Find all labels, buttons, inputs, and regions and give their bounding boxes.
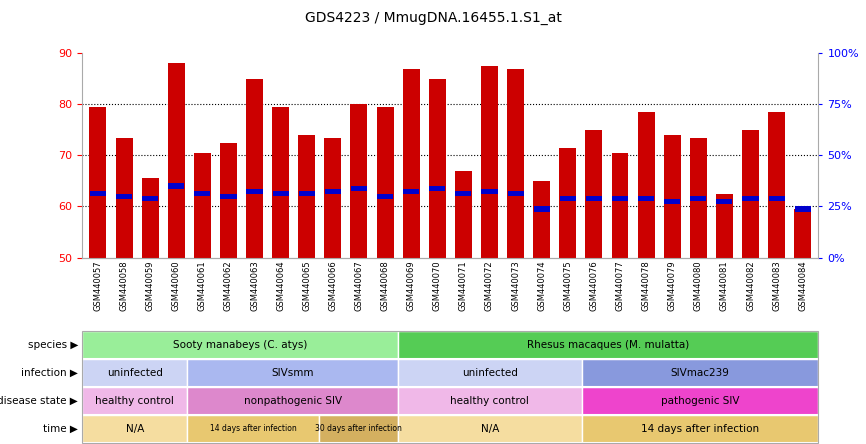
Bar	[194, 191, 210, 196]
Bar	[794, 209, 811, 258]
Bar	[168, 183, 184, 189]
Bar	[690, 196, 707, 201]
Bar	[272, 107, 289, 258]
Bar	[298, 135, 315, 258]
Bar	[142, 178, 158, 258]
Bar	[559, 196, 576, 201]
Text: SIVsmm: SIVsmm	[271, 368, 313, 378]
Bar	[716, 194, 733, 258]
Text: Rhesus macaques (M. mulatta): Rhesus macaques (M. mulatta)	[527, 340, 689, 350]
Bar	[768, 112, 785, 258]
Bar	[716, 199, 733, 204]
Bar	[403, 189, 419, 194]
Bar	[377, 194, 393, 199]
Bar	[481, 189, 498, 194]
Bar	[455, 171, 472, 258]
Bar	[637, 112, 655, 258]
Bar	[742, 196, 759, 201]
Bar	[481, 66, 498, 258]
Text: N/A: N/A	[481, 424, 499, 434]
Bar	[533, 206, 550, 212]
Text: healthy control: healthy control	[95, 396, 174, 406]
Bar	[795, 206, 811, 212]
Bar	[194, 153, 210, 258]
Bar	[664, 199, 681, 204]
Bar	[742, 130, 759, 258]
Bar	[429, 79, 446, 258]
Bar	[507, 191, 524, 196]
Text: SIVmac239: SIVmac239	[670, 368, 729, 378]
Text: nonpathogenic SIV: nonpathogenic SIV	[243, 396, 342, 406]
Bar	[246, 79, 263, 258]
Bar	[612, 196, 628, 201]
Bar	[585, 130, 603, 258]
Bar	[377, 107, 393, 258]
Bar	[663, 135, 681, 258]
Text: uninfected: uninfected	[462, 368, 518, 378]
Bar	[115, 138, 132, 258]
Bar	[456, 191, 471, 196]
Bar	[403, 69, 420, 258]
Bar	[351, 186, 367, 191]
Bar	[168, 63, 184, 258]
Text: disease state ▶: disease state ▶	[0, 396, 78, 406]
Text: GDS4223 / MmugDNA.16455.1.S1_at: GDS4223 / MmugDNA.16455.1.S1_at	[305, 11, 561, 25]
Text: healthy control: healthy control	[450, 396, 529, 406]
Bar	[585, 196, 602, 201]
Bar	[116, 194, 132, 199]
Text: 14 days after infection: 14 days after infection	[641, 424, 759, 434]
Text: infection ▶: infection ▶	[21, 368, 78, 378]
Bar	[142, 196, 158, 201]
Text: Sooty manabeys (C. atys): Sooty manabeys (C. atys)	[173, 340, 307, 350]
Bar	[220, 143, 237, 258]
Bar	[507, 69, 524, 258]
Bar	[690, 138, 707, 258]
Bar	[768, 196, 785, 201]
Bar	[559, 148, 576, 258]
Bar	[89, 107, 107, 258]
Bar	[611, 153, 629, 258]
Text: uninfected: uninfected	[107, 368, 163, 378]
Bar	[533, 181, 550, 258]
Bar	[220, 194, 236, 199]
Bar	[247, 189, 262, 194]
Bar	[351, 104, 367, 258]
Text: 30 days after infection: 30 days after infection	[315, 424, 402, 433]
Text: species ▶: species ▶	[28, 340, 78, 350]
Bar	[325, 138, 341, 258]
Bar	[90, 191, 106, 196]
Text: 14 days after infection: 14 days after infection	[210, 424, 296, 433]
Bar	[430, 186, 445, 191]
Text: N/A: N/A	[126, 424, 144, 434]
Text: pathogenic SIV: pathogenic SIV	[661, 396, 740, 406]
Bar	[273, 191, 288, 196]
Text: time ▶: time ▶	[43, 424, 78, 434]
Bar	[638, 196, 654, 201]
Bar	[325, 189, 341, 194]
Bar	[299, 191, 315, 196]
